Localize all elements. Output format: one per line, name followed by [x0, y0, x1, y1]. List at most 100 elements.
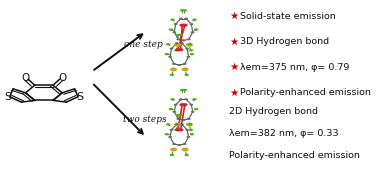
Circle shape	[175, 123, 179, 125]
Circle shape	[186, 122, 193, 126]
Circle shape	[182, 103, 188, 106]
Circle shape	[166, 43, 170, 45]
Circle shape	[183, 143, 186, 145]
Circle shape	[184, 18, 188, 20]
Text: ★: ★	[229, 62, 239, 72]
Circle shape	[181, 148, 189, 151]
Text: 3D Hydrogen bond: 3D Hydrogen bond	[240, 37, 329, 46]
Circle shape	[175, 128, 181, 131]
Circle shape	[178, 48, 183, 51]
Circle shape	[172, 143, 176, 145]
Text: Solid-state emission: Solid-state emission	[240, 12, 335, 20]
Circle shape	[179, 18, 183, 20]
Circle shape	[189, 104, 193, 106]
Circle shape	[189, 23, 193, 25]
Circle shape	[191, 111, 195, 113]
Circle shape	[176, 34, 180, 36]
Text: S: S	[76, 92, 84, 102]
Circle shape	[175, 48, 181, 51]
Circle shape	[180, 42, 184, 44]
Circle shape	[174, 43, 181, 47]
Text: two steps: two steps	[123, 115, 166, 124]
Circle shape	[184, 74, 189, 76]
Circle shape	[175, 42, 179, 44]
Circle shape	[177, 64, 181, 66]
Circle shape	[181, 67, 189, 71]
Circle shape	[170, 148, 177, 151]
Circle shape	[192, 19, 197, 21]
Text: ★: ★	[229, 11, 239, 21]
Circle shape	[179, 24, 185, 27]
Circle shape	[170, 19, 175, 21]
Circle shape	[185, 48, 189, 50]
Circle shape	[169, 108, 173, 110]
Circle shape	[174, 129, 178, 131]
Circle shape	[166, 123, 170, 126]
Circle shape	[181, 119, 186, 121]
Circle shape	[168, 56, 172, 58]
Circle shape	[190, 133, 194, 135]
Circle shape	[179, 98, 183, 100]
Circle shape	[187, 56, 191, 58]
Circle shape	[186, 43, 193, 47]
Circle shape	[178, 114, 183, 116]
Circle shape	[174, 104, 178, 106]
Circle shape	[168, 136, 172, 138]
Circle shape	[164, 53, 169, 55]
Circle shape	[177, 144, 181, 146]
Circle shape	[189, 129, 193, 131]
Circle shape	[194, 108, 198, 110]
Circle shape	[172, 111, 176, 113]
Circle shape	[172, 31, 176, 33]
Circle shape	[172, 63, 176, 65]
Text: ★: ★	[229, 88, 239, 98]
Circle shape	[188, 123, 192, 126]
Circle shape	[169, 28, 173, 31]
Text: O: O	[22, 73, 29, 83]
Circle shape	[174, 122, 181, 126]
Circle shape	[191, 31, 195, 33]
Text: 2D Hydrogen bond: 2D Hydrogen bond	[229, 107, 318, 116]
Circle shape	[164, 133, 169, 135]
Circle shape	[170, 98, 175, 100]
Circle shape	[190, 53, 194, 55]
Text: λem=375 nm, φ= 0.79: λem=375 nm, φ= 0.79	[240, 63, 349, 72]
Circle shape	[184, 154, 189, 156]
Text: S: S	[4, 92, 11, 102]
Circle shape	[182, 24, 188, 27]
Circle shape	[180, 9, 184, 12]
Circle shape	[179, 103, 185, 106]
Circle shape	[183, 9, 187, 12]
Circle shape	[178, 34, 183, 36]
Circle shape	[180, 89, 184, 91]
Circle shape	[183, 63, 186, 65]
Circle shape	[188, 43, 192, 45]
Circle shape	[180, 123, 184, 125]
Circle shape	[177, 118, 180, 120]
Circle shape	[176, 114, 180, 116]
Circle shape	[187, 136, 191, 138]
Circle shape	[170, 154, 174, 156]
Circle shape	[170, 67, 177, 71]
Circle shape	[184, 98, 188, 100]
Circle shape	[169, 129, 174, 131]
Circle shape	[174, 49, 178, 51]
Circle shape	[194, 28, 198, 31]
Text: Polarity-enhanced emission: Polarity-enhanced emission	[240, 88, 370, 97]
Circle shape	[183, 89, 187, 91]
Circle shape	[192, 98, 197, 100]
Circle shape	[169, 48, 174, 50]
Circle shape	[187, 38, 191, 40]
Text: Polarity-enhanced emission: Polarity-enhanced emission	[229, 152, 360, 160]
Circle shape	[189, 49, 193, 51]
Text: one step: one step	[124, 40, 163, 49]
Circle shape	[174, 23, 178, 25]
Text: O: O	[58, 73, 67, 83]
Circle shape	[178, 128, 183, 131]
Text: ★: ★	[229, 37, 239, 47]
Circle shape	[181, 39, 186, 41]
Circle shape	[177, 38, 180, 40]
Text: λem=382 nm, φ= 0.33: λem=382 nm, φ= 0.33	[229, 129, 339, 138]
Circle shape	[185, 129, 189, 131]
Circle shape	[187, 118, 191, 120]
